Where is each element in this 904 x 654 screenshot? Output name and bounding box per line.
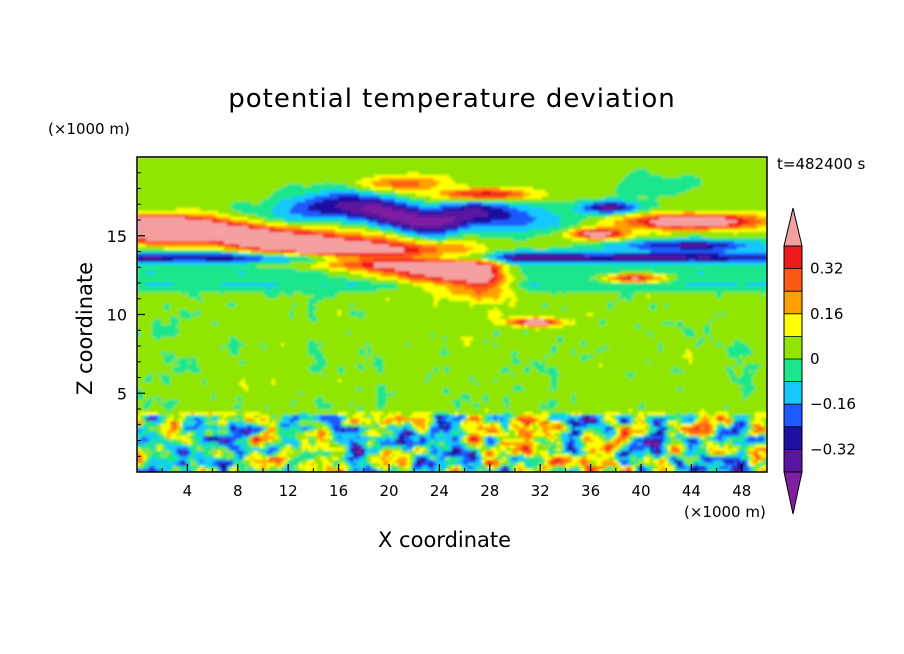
x-tick-label: 20 xyxy=(379,482,398,500)
colorbar-upper-extension xyxy=(783,207,803,247)
colorbar-bin xyxy=(784,336,802,360)
x-tick-label: 48 xyxy=(732,482,751,500)
colorbar-label: 0 xyxy=(810,350,820,368)
x-tick-label: 44 xyxy=(682,482,701,500)
time-label: t=482400 s xyxy=(777,155,866,173)
x-tick-label: 40 xyxy=(631,482,650,500)
y-axis: 5 10 15 xyxy=(107,172,145,457)
contour-field xyxy=(137,157,767,472)
colorbar-label: 0.32 xyxy=(810,260,843,278)
x-tick-label: 28 xyxy=(480,482,499,500)
y-tick-label: 5 xyxy=(117,384,127,403)
x-tick-label: 8 xyxy=(233,482,243,500)
x-axis-title: X coordinate xyxy=(378,528,512,552)
y-unit-label: (×1000 m) xyxy=(48,120,130,138)
colorbar-bin xyxy=(784,426,802,450)
x-tick-label: 24 xyxy=(430,482,449,500)
colorbar-bin xyxy=(784,246,802,269)
colorbar-bin xyxy=(784,404,802,428)
chart-title: potential temperature deviation xyxy=(228,84,676,114)
colorbar-lower-extension xyxy=(783,471,803,515)
colorbar-bin xyxy=(784,268,802,292)
colorbar-bin xyxy=(784,291,802,315)
x-axis: 4 8 12 16 20 24 28 32 36 40 44 48 xyxy=(161,464,751,500)
x-unit-label: (×1000 m) xyxy=(684,503,766,521)
colorbar-label: 0.16 xyxy=(810,305,843,323)
x-tick-label: 32 xyxy=(531,482,550,500)
x-tick-label: 16 xyxy=(329,482,348,500)
colorbar-label: −0.16 xyxy=(810,395,856,413)
colorbar-bin xyxy=(784,449,802,473)
x-tick-label: 12 xyxy=(279,482,298,500)
y-tick-label: 15 xyxy=(107,227,127,246)
colorbar-bin xyxy=(784,359,802,382)
x-tick-label: 36 xyxy=(581,482,600,500)
y-tick-label: 10 xyxy=(107,306,127,325)
colorbar-label: −0.32 xyxy=(810,440,856,458)
colorbar-bin xyxy=(784,381,802,405)
colorbar: 0.32 0.16 0 −0.16 −0.32 xyxy=(783,207,856,515)
x-tick-label: 4 xyxy=(183,482,193,500)
colorbar-bin xyxy=(784,313,802,337)
